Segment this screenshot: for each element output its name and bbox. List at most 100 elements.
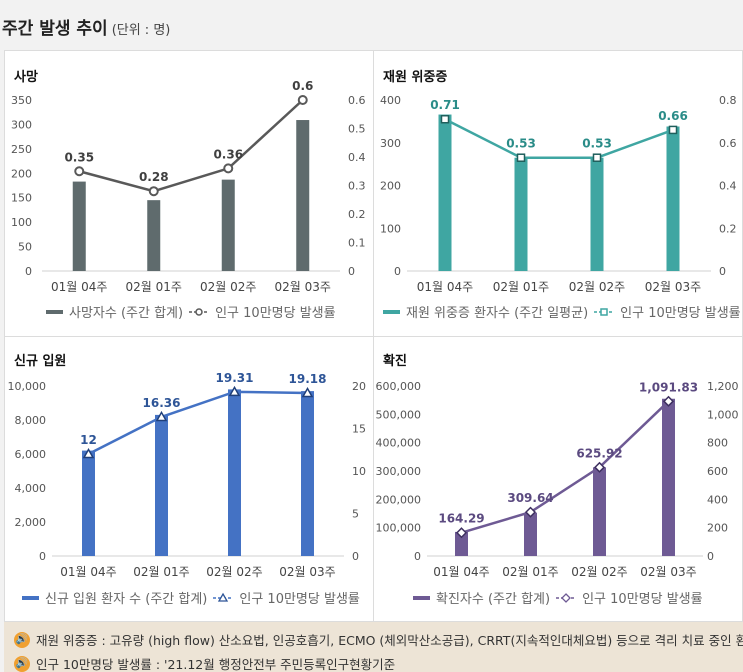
legend-line-label: 인구 10만명당 발생률 — [620, 306, 741, 321]
rate-point — [223, 163, 234, 174]
right-axis-tick-label: 800 — [707, 437, 728, 450]
page-title-unit: (단위 : 명) — [111, 23, 171, 38]
admission-chart-legend: 신규 입원 환자 수 (주간 합계) 인구 10만명당 발생률 — [22, 588, 360, 607]
left-axis-tick-label: 300 — [11, 118, 32, 131]
legend-line-marker-icon — [189, 307, 210, 316]
death-chart-legend: 사망자수 (주간 합계) 인구 10만명당 발생률 — [46, 302, 336, 321]
severe-chart-legend: 재원 위중증 환자수 (주간 일평균) 인구 10만명당 발생률 — [383, 302, 741, 321]
rate-point — [74, 166, 85, 177]
rate-data-label: 0.35 — [64, 150, 94, 164]
right-axis-tick-label: 0.4 — [348, 151, 366, 164]
rate-data-label: 0.53 — [582, 137, 612, 151]
bar — [147, 200, 161, 271]
bar — [155, 414, 168, 556]
legend-bar-label: 확진자수 (주간 합계) — [436, 592, 551, 607]
legend-bar-swatch — [413, 595, 430, 600]
rate-data-label: 309.64 — [507, 491, 553, 505]
bar — [82, 450, 95, 556]
rate-data-label: 0.53 — [506, 137, 536, 151]
left-axis-tick-label: 0 — [414, 550, 421, 563]
left-axis-tick-label: 50 — [18, 241, 32, 254]
bar — [221, 179, 235, 271]
legend-line-marker-icon — [556, 592, 577, 603]
category-label: 02월 01주 — [133, 565, 189, 579]
bar — [666, 126, 680, 271]
left-axis-tick-label: 0 — [394, 265, 401, 278]
legend-bar-label: 재원 위중증 환자수 (주간 일평균) — [406, 306, 589, 321]
confirmed-chart-legend: 확진자수 (주간 합계) 인구 10만명당 발생률 — [413, 588, 703, 607]
note-item: 🔊 인구 10만명당 발생률 : '21.12월 행정안전부 주민등록인구현황기… — [14, 654, 395, 672]
left-axis-tick-label: 400,000 — [376, 437, 422, 450]
confirmed-chart-panel: 확진 0 100,000 200,000 300,000 400,000 500,000 6… — [373, 336, 743, 622]
right-axis-tick-label: 1,000 — [707, 408, 739, 421]
legend-bar-label: 사망자수 (주간 합계) — [69, 306, 184, 321]
legend-line-label: 인구 10만명당 발생률 — [215, 306, 336, 321]
bar — [662, 398, 675, 556]
legend-line-label: 인구 10만명당 발생률 — [239, 592, 360, 607]
category-label: 02월 01주 — [493, 280, 549, 294]
right-axis-tick-label: 0.8 — [719, 94, 737, 107]
death-chart-panel: 사망 0 50 100 150 200 250 300 350 0 0.1 0.2 0.3 0.4 0.5… — [0, 50, 373, 336]
category-label: 02월 01주 — [126, 280, 182, 294]
right-axis-tick-label: 0.3 — [348, 180, 366, 193]
right-axis-tick-label: 400 — [707, 493, 728, 506]
legend-line-marker-icon — [213, 592, 234, 602]
category-label: 02월 01주 — [502, 565, 558, 579]
right-axis-tick-label: 20 — [352, 380, 366, 393]
left-axis-tick-label: 200 — [380, 180, 401, 193]
rate-point — [524, 506, 537, 518]
right-axis-tick-label: 0.2 — [348, 208, 366, 221]
rate-data-label: 1,091.83 — [639, 380, 698, 394]
rate-data-label: 164.29 — [438, 512, 484, 526]
rate-point — [662, 395, 675, 407]
admission-chart-title: 신규 입원 — [14, 354, 67, 369]
left-axis-tick-label: 10,000 — [8, 380, 47, 393]
bar — [438, 114, 452, 271]
rate-point — [228, 385, 241, 397]
right-axis-tick-label: 0.6 — [719, 137, 737, 150]
left-axis-tick-label: 500,000 — [376, 408, 422, 421]
rate-point — [440, 114, 450, 124]
category-label: 01월 04주 — [51, 280, 107, 294]
legend-bar-swatch — [383, 309, 400, 314]
rate-data-label: 0.28 — [139, 170, 169, 184]
left-axis-tick-label: 100 — [380, 222, 401, 235]
rate-data-label: 0.71 — [430, 98, 460, 112]
rate-point — [668, 125, 678, 135]
category-label: 02월 03주 — [275, 280, 331, 294]
rate-point — [297, 95, 308, 105]
category-label: 02월 02주 — [571, 565, 627, 579]
severe-chart-panel: 재원 위중증 0 100 200 300 400 0 0.2 0.4 0.6 0.8 01월 04주… — [373, 50, 743, 336]
category-label: 02월 03주 — [279, 565, 335, 579]
right-axis-tick-label: 5 — [352, 508, 359, 521]
right-axis-tick-label: 0.2 — [719, 222, 737, 235]
speaker-icon: 🔊 — [14, 655, 30, 672]
confirmed-chart-svg: 0 100,000 200,000 300,000 400,000 500,000 600,… — [376, 380, 739, 579]
right-axis-tick-label: 15 — [352, 423, 366, 436]
rate-data-label: 0.6 — [292, 79, 313, 93]
rate-point — [82, 447, 95, 459]
left-axis-tick-label: 300 — [380, 137, 401, 150]
bar — [590, 157, 604, 271]
rate-line — [87, 390, 308, 456]
severe-chart-title: 재원 위중증 — [383, 70, 448, 85]
rate-point — [148, 186, 159, 197]
left-axis-tick-label: 150 — [11, 192, 32, 205]
rate-data-label: 19.31 — [216, 371, 254, 385]
category-label: 01월 04주 — [60, 565, 116, 579]
right-axis-tick-label: 1,200 — [707, 380, 739, 393]
rate-point — [155, 410, 168, 422]
left-axis-tick-label: 250 — [11, 143, 32, 156]
legend-line-marker-icon — [594, 307, 615, 316]
legend-line-label: 인구 10만명당 발생률 — [582, 592, 703, 607]
rate-line — [444, 118, 674, 159]
legend-bar-swatch — [22, 595, 39, 600]
note-text: 인구 10만명당 발생률 : '21.12월 행정안전부 주민등록인구현황기준 — [36, 657, 396, 672]
right-axis-tick-label: 10 — [352, 465, 366, 478]
note-item: 🔊 재원 위중증 : 고유량 (high flow) 산소요법, 인공호흡기, … — [14, 630, 743, 649]
left-axis-tick-label: 350 — [11, 94, 32, 107]
horizontal-divider — [4, 336, 743, 337]
bar — [455, 531, 468, 556]
rate-line — [461, 400, 670, 534]
bar — [593, 467, 606, 556]
